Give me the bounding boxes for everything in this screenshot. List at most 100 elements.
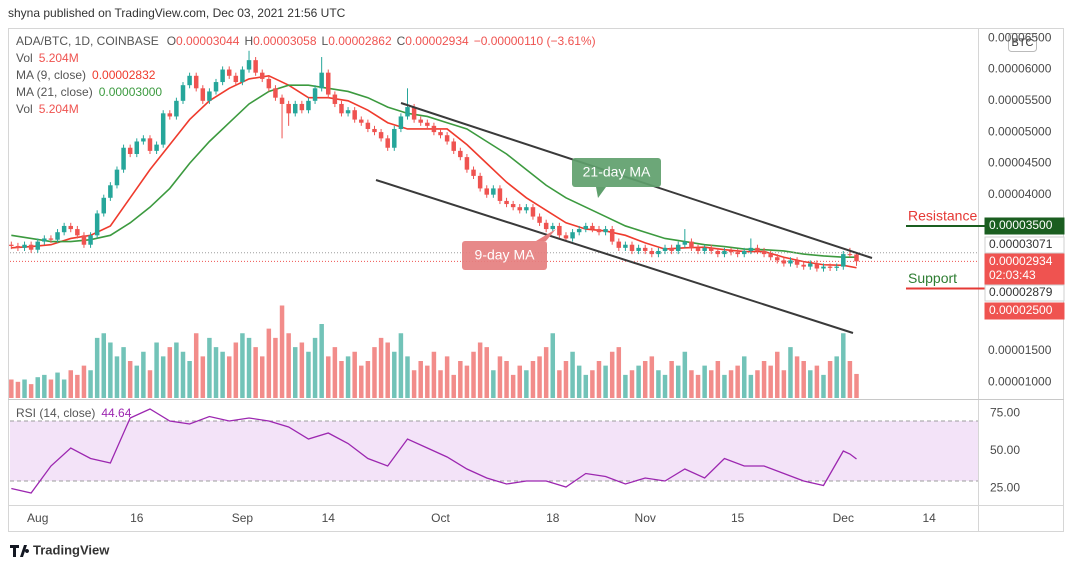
volume-bar: [689, 370, 694, 398]
vol-value: 5.204M: [39, 102, 79, 116]
volume-bar: [761, 361, 767, 398]
candle-body: [332, 94, 338, 104]
volume-bar: [121, 347, 126, 398]
volume-bar: [847, 361, 853, 398]
candle-body: [570, 232, 575, 239]
y-tick-label: 0.00004000: [988, 187, 1052, 201]
volume-bar: [398, 333, 404, 398]
volume-bar: [695, 374, 701, 398]
volume-bar: [372, 347, 377, 398]
candle-body: [187, 75, 192, 86]
x-tick-label: Aug: [27, 511, 48, 525]
candle-body: [160, 113, 166, 145]
volume-bar: [134, 365, 140, 398]
volume-bar: [570, 351, 575, 398]
volume-bar: [259, 356, 265, 398]
candle-body: [75, 229, 80, 236]
candle-body: [682, 241, 688, 245]
candle-body: [180, 85, 186, 101]
volume-bar: [471, 351, 476, 398]
ohlc-value: 0.00003044: [176, 34, 240, 48]
candle-body: [193, 75, 199, 89]
candle-body: [504, 200, 509, 205]
candle-body: [576, 229, 582, 233]
volume-bar: [293, 347, 298, 398]
volume-bar: [299, 342, 305, 398]
candle-body: [827, 266, 833, 268]
candle-body: [114, 169, 120, 186]
volume-bar: [649, 356, 655, 398]
price-label-box: [984, 236, 1065, 254]
candle-body: [583, 225, 589, 230]
candle-body: [735, 252, 740, 255]
volume-bar: [226, 356, 232, 398]
candle-body: [55, 232, 60, 240]
volume-bar: [708, 370, 714, 398]
candle-body: [444, 135, 450, 142]
candle-body: [15, 245, 21, 248]
y-tick-label: 0.00004500: [988, 156, 1052, 170]
volume-bar: [200, 356, 206, 398]
volume-bar: [788, 347, 793, 398]
price-label: 0.00002879: [989, 285, 1053, 299]
volume-bar: [583, 374, 589, 398]
candle-body: [808, 263, 813, 267]
candle-body: [167, 113, 173, 117]
x-tick-label: Nov: [635, 511, 656, 525]
brand-logo: [10, 545, 30, 557]
volume-bar: [675, 365, 681, 398]
candle-body: [636, 247, 641, 251]
volume-bar: [451, 374, 456, 398]
candle-body: [319, 72, 324, 89]
candle-body: [821, 266, 826, 269]
volume-bar: [81, 365, 87, 398]
volume-bar: [775, 351, 780, 398]
candle-body: [94, 213, 100, 236]
candle-body: [22, 244, 27, 248]
candle-body: [794, 260, 800, 265]
candle-layer: [9, 50, 859, 272]
candle-body: [134, 141, 140, 154]
candle-body: [253, 60, 258, 73]
volume-bar: [827, 361, 833, 398]
candle-body: [781, 260, 787, 264]
candle-body: [471, 169, 476, 176]
volume-bar: [794, 356, 800, 398]
volume-bar: [530, 361, 536, 398]
volume-bar: [431, 351, 437, 398]
candle-body: [689, 241, 694, 248]
volume-bar: [68, 370, 73, 398]
volume-bar: [603, 365, 608, 398]
candle-body: [834, 266, 839, 268]
candle-body: [174, 100, 179, 117]
candle-body: [510, 204, 516, 208]
volume-bar: [75, 374, 80, 398]
candle-body: [728, 250, 734, 253]
x-tick-label: Sep: [232, 511, 254, 525]
candle-body: [550, 225, 556, 230]
volume-bar: [55, 372, 60, 398]
candle-body: [788, 260, 793, 264]
volume-bar: [755, 370, 760, 398]
candle-body: [847, 254, 853, 256]
legend-rsi: RSI (14, close) 44.64: [16, 406, 132, 420]
candle-body: [359, 119, 364, 123]
candle-body: [365, 122, 371, 129]
candle-body: [537, 216, 542, 223]
rsi-name: RSI (14, close): [16, 406, 95, 420]
volume-bar: [193, 333, 199, 398]
volume-bar: [411, 370, 417, 398]
candle-body: [484, 188, 489, 195]
y-tick-label: 0.00001500: [988, 343, 1052, 357]
ohlc-key: C: [397, 34, 406, 48]
candle-body: [392, 128, 397, 148]
candle-body: [240, 69, 245, 83]
volume-bar: [286, 333, 291, 398]
volume-bar: [48, 379, 54, 398]
volume-bar: [405, 356, 410, 398]
volume-bar: [484, 347, 489, 398]
x-tick-label: 14: [922, 511, 936, 525]
volume-bar: [636, 365, 641, 398]
x-tick-label: 15: [731, 511, 745, 525]
candle-body: [497, 188, 503, 201]
